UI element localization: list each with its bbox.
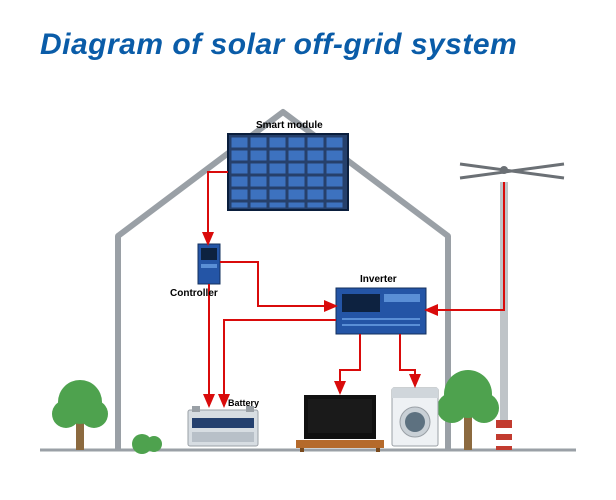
label-smart-module: Smart module xyxy=(256,120,323,131)
wire-inverter-tv xyxy=(340,334,360,393)
tree-left xyxy=(52,380,108,450)
washer-appliance xyxy=(392,388,438,446)
label-controller: Controller xyxy=(170,288,218,299)
bush-left xyxy=(132,434,162,454)
tv-appliance xyxy=(296,395,384,452)
wire-inverter-washer xyxy=(400,334,415,386)
solar-panel xyxy=(228,134,348,210)
wire-inverter-battery xyxy=(224,320,336,406)
label-inverter: Inverter xyxy=(360,274,397,285)
battery-device xyxy=(188,406,258,446)
page-title: Diagram of solar off-grid system xyxy=(40,28,517,62)
label-battery: Battery xyxy=(228,398,259,408)
wire-controller-inverter xyxy=(220,262,336,306)
diagram-canvas xyxy=(0,0,616,500)
wire-panel-controller xyxy=(208,172,228,244)
inverter-device xyxy=(336,288,426,334)
controller-device xyxy=(198,244,220,284)
wire-pole-inverter xyxy=(426,182,504,310)
